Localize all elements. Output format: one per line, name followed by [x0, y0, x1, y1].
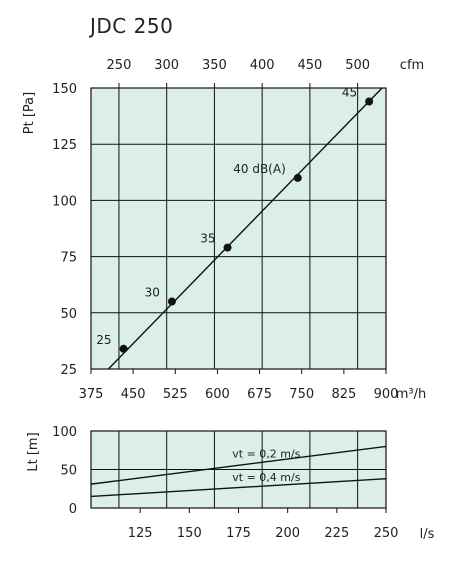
data-point-marker: [365, 97, 374, 106]
y-axis-label: Pt [Pa]: [22, 92, 37, 134]
y-tick-label: 75: [60, 251, 77, 266]
plot-frame: [90, 87, 387, 370]
data-point-marker: [167, 297, 176, 306]
x-tick-label: 825: [331, 387, 356, 402]
top-tick-label: 250: [107, 58, 132, 73]
x-axis-label: m³/h: [396, 387, 427, 402]
plot-frame: [90, 430, 387, 509]
x-tick-label: 125: [128, 526, 153, 541]
x-tick-label: 150: [177, 526, 202, 541]
y-tick-label: 100: [52, 194, 77, 209]
y-axis-label: Lt [m]: [26, 432, 41, 471]
series-label: vt = 0,4 m/s: [232, 471, 300, 484]
x-tick-label: 750: [289, 387, 314, 402]
data-point-label: 35: [200, 232, 215, 246]
y-tick-label: 0: [69, 502, 77, 517]
y-tick-label: 150: [52, 82, 77, 97]
x-tick-label: 900: [374, 387, 399, 402]
top-tick-label: 450: [297, 58, 322, 73]
series-line: [107, 88, 383, 369]
x-tick-label: 200: [275, 526, 300, 541]
x-axis-label: l/s: [420, 527, 435, 542]
y-tick-label: 50: [60, 307, 77, 322]
x-tick-label: 675: [247, 387, 272, 402]
x-tick-label: 250: [374, 526, 399, 541]
y-tick-label: 100: [52, 425, 77, 440]
data-point-label: 45: [342, 85, 357, 99]
x-tick-label: 450: [121, 387, 146, 402]
y-tick-label: 25: [60, 363, 77, 378]
y-tick-label: 50: [60, 464, 77, 479]
data-point-marker: [119, 344, 128, 353]
top-tick-label: 500: [345, 58, 370, 73]
top-tick-label: 400: [250, 58, 275, 73]
x-tick-label: 525: [163, 387, 188, 402]
series-line: [90, 445, 387, 485]
throw-chart: 0 50 100 125 150 175 200 225 250 l/s Lt [m] vt = 0,…: [26, 425, 435, 542]
top-tick-label: 350: [202, 58, 227, 73]
data-point-label: 30: [145, 286, 160, 300]
x-tick-label: 600: [205, 387, 230, 402]
x-tick-label: 225: [324, 526, 349, 541]
pressure-chart: 250 300 350 400 450 500 25 50 75 100 125 150 375 450 5…: [22, 58, 426, 402]
series-label: vt = 0,2 m/s: [232, 448, 300, 461]
series-line: [90, 478, 387, 498]
data-point-marker: [293, 173, 302, 182]
data-point-label: 40 dB(A): [233, 162, 286, 176]
top-axis-label: cfm: [400, 58, 424, 73]
chart-title: JDC 250: [90, 14, 174, 38]
top-tick-label: 300: [154, 58, 179, 73]
y-tick-label: 125: [52, 138, 77, 153]
data-point-marker: [223, 243, 232, 252]
data-point-label: 25: [96, 333, 111, 347]
x-tick-label: 175: [226, 526, 251, 541]
x-tick-label: 375: [79, 387, 104, 402]
